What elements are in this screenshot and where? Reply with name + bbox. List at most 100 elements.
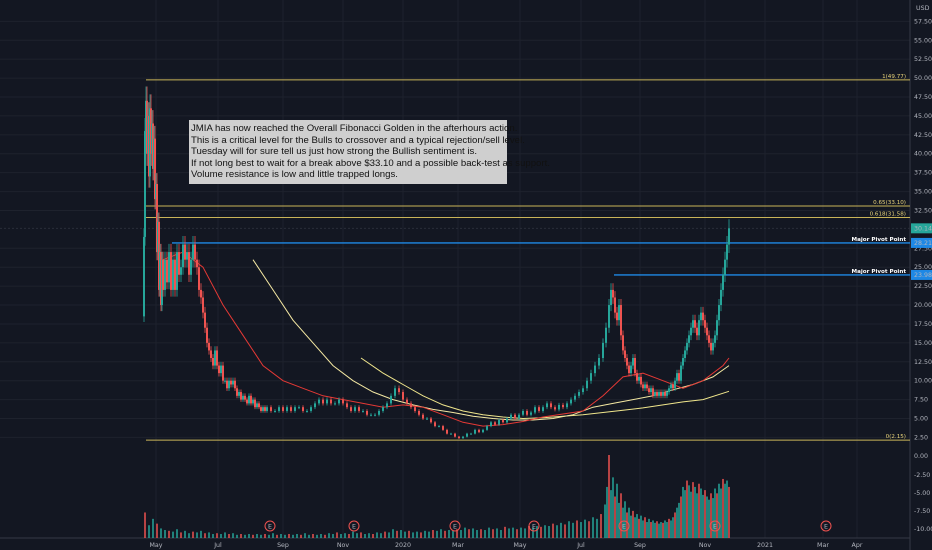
volume-bar [636,514,638,538]
candle-body [164,259,166,290]
candle-body [170,252,172,290]
price-axis-tick: 20.00 [914,302,932,309]
volume-bar [652,520,654,538]
volume-bar [376,532,378,538]
candle-body [274,410,276,412]
candle-body [166,259,168,283]
candle-body [526,410,528,415]
volume-bar [642,520,644,538]
volume-bar [596,518,598,538]
candle-body [310,407,312,411]
candle-body [700,312,702,321]
volume-bar [388,532,390,538]
volume-bar [296,534,298,538]
volume-bar [614,496,616,538]
volume-bar [654,522,656,538]
volume-bar [204,533,206,538]
candle-body [154,138,156,200]
earnings-marker-icon [264,520,276,532]
analysis-note[interactable]: JMIA has now reached the Overall Fibonac… [189,120,550,184]
volume-bar [638,518,640,538]
candle-body [546,403,548,408]
time-axis-tick: Nov [337,542,350,549]
candle-body [414,407,416,411]
price-axis-tick: 32.50 [914,207,932,214]
candle-body [143,236,145,317]
volume-bar [512,527,514,538]
candle-body [614,297,616,313]
candle-body [144,131,146,237]
candle-body [156,184,158,253]
volume-bar [396,530,398,538]
candle-body [244,395,246,400]
volume-bar [724,483,726,538]
candle-body [724,259,726,275]
candle-body [622,335,624,351]
candle-body [702,312,704,321]
volume-bar [384,531,386,538]
volume-bar [228,534,230,538]
candle-body [714,335,716,343]
candle-body [248,395,250,404]
candle-body [628,365,630,374]
volume-bar [164,530,166,538]
candle-body [270,407,272,411]
time-axis-tick: Mar [452,542,464,549]
candle-body [708,335,710,343]
candle-body [674,380,676,389]
price-axis-tag [911,269,932,280]
volume-bar [368,533,370,538]
candle-body [664,392,666,396]
fib-level-label: 0.65(33.10) [873,200,906,206]
volume-axis-tick: -10.00 [914,526,932,533]
volume-bar [620,493,622,538]
candle-body [298,407,300,409]
candle-body [278,407,280,411]
candle-body [684,350,686,358]
price-axis-tick: 45.00 [914,113,932,120]
candle-body [220,365,222,374]
candle-body [366,410,368,415]
volume-bar [606,486,608,538]
volume-bar [496,528,498,538]
candle-body [260,407,262,411]
candle-body [638,376,640,381]
volume-bar [192,531,194,538]
volume-bar [664,520,666,538]
volume-bar [188,533,190,538]
price-axis-tick: 5.00 [914,416,928,423]
volume-bar [484,530,486,538]
candle-body [602,342,604,358]
volume-bar [248,534,250,538]
candle-body [212,358,214,366]
candle-body [690,327,692,336]
volume-bar [632,510,634,538]
candle-body [264,407,266,411]
candle-body [250,395,252,404]
volume-bar [630,515,632,538]
volume-bar [622,507,624,538]
volume-bar [320,534,322,538]
volume-bar [572,522,574,538]
candle-body [692,320,694,328]
price-axis-tag [911,237,932,248]
candle-body [214,350,216,366]
candle-body [202,297,204,313]
fib-level-label: 1(49.77) [882,74,906,80]
volume-bar [148,525,150,538]
candle-body [168,252,170,283]
volume-bar [468,529,470,538]
candle-body [482,429,484,433]
candle-body [242,395,244,400]
volume-bar [444,530,446,538]
volume-bar [340,534,342,538]
candle-body [252,399,254,404]
candle-body [506,418,508,423]
volume-bar [364,534,366,538]
candle-body [346,403,348,408]
candle-body [426,418,428,420]
volume-bar [618,502,620,538]
volume-bar [492,529,494,538]
volume-bar [722,478,724,538]
